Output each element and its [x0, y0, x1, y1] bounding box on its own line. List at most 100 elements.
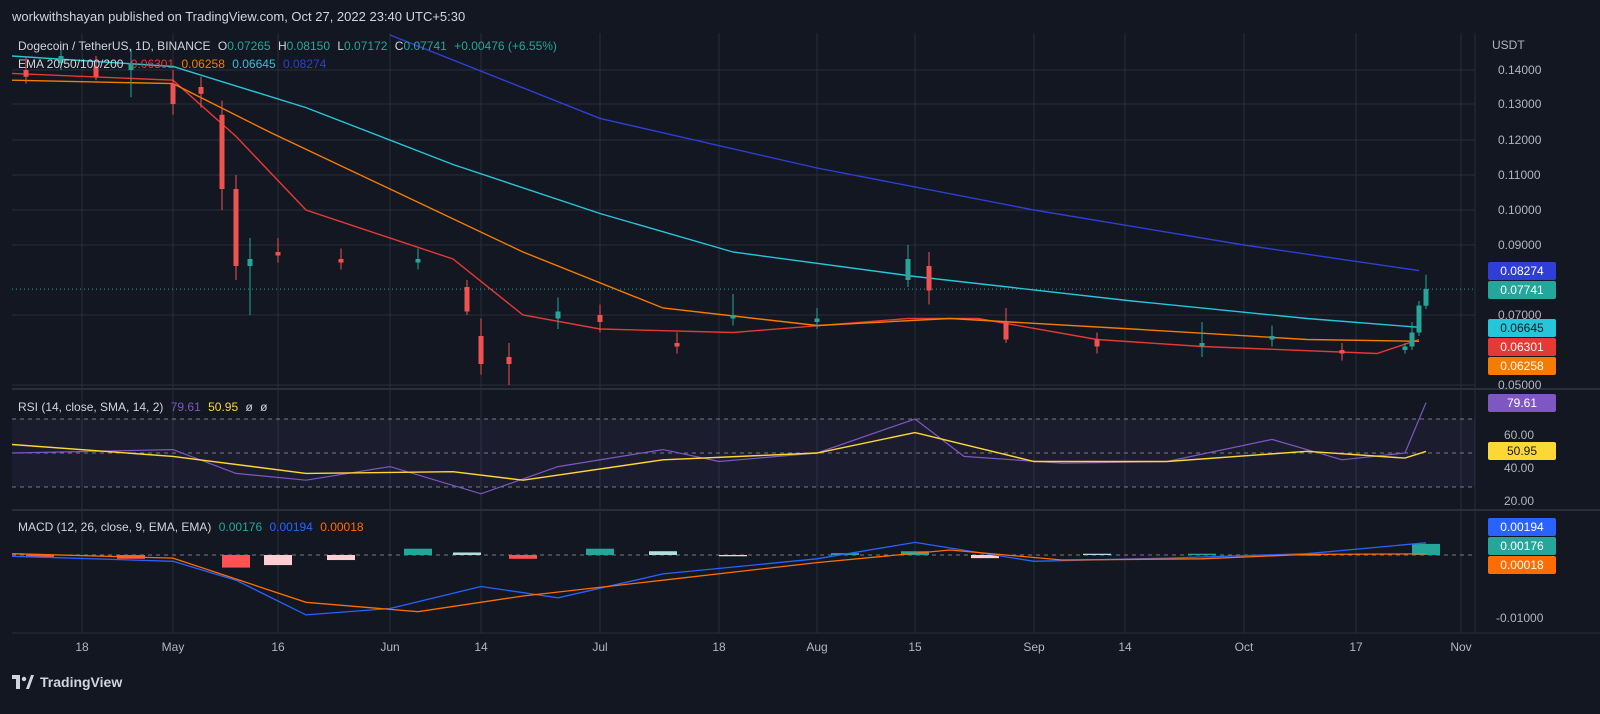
- price-badge: 0.06258: [1500, 359, 1544, 373]
- price-badge: 0.07741: [1500, 283, 1544, 297]
- ema200-value: 0.08274: [282, 57, 327, 71]
- rsi-line: [11, 402, 1427, 495]
- candle-body: [198, 87, 204, 94]
- ema-line-ema20: [11, 72, 1420, 355]
- time-tick-label: Oct: [1235, 640, 1254, 654]
- candle-body: [338, 259, 344, 263]
- macd-histogram-bar: [26, 555, 54, 558]
- candle-body: [555, 311, 561, 319]
- footer-bar: TradingView: [0, 660, 1600, 714]
- ema-line-ema100: [11, 55, 1420, 328]
- candle-body: [1402, 346, 1408, 350]
- ema100-value: 0.06645: [232, 57, 276, 71]
- price-tick-label: 0.07000: [1498, 308, 1542, 322]
- candle-body: [128, 63, 134, 70]
- candle-body: [93, 66, 99, 77]
- candle-body: [219, 114, 225, 189]
- price-tick-label: 0.11000: [1498, 168, 1541, 182]
- price-legend: Dogecoin / TetherUS, 1D, BINANCE O0.0726…: [18, 39, 561, 53]
- macd-histogram-bar: [1083, 553, 1111, 555]
- macd-histogram-bar: [719, 555, 747, 557]
- macd-signal-value: 0.00018: [320, 520, 364, 534]
- candle-body: [674, 343, 680, 347]
- candlestick-series[interactable]: [23, 49, 1429, 385]
- chart-area[interactable]: USDT 0.14000 0.13000 0.12000 0.11000 0.10000 0…: [11, 33, 1600, 660]
- candle-body: [415, 259, 421, 263]
- rsi-legend: RSI (14, close, SMA, 14, 2) 79.61 50.95 …: [18, 400, 272, 414]
- tradingview-logo-icon: [12, 675, 34, 689]
- rsi-badge: 50.95: [1507, 444, 1537, 458]
- time-tick-label: Nov: [1450, 640, 1471, 654]
- macd-badge: 0.00194: [1500, 520, 1544, 534]
- rsi-tick-label: 20.00: [1504, 494, 1534, 508]
- candle-body: [233, 189, 239, 266]
- rsi-ma-line: [11, 431, 1427, 481]
- macd-histogram-bar: [264, 555, 292, 566]
- price-badge: 0.06301: [1500, 340, 1544, 354]
- low-value: 0.07172: [344, 39, 388, 53]
- ema-legend-label[interactable]: EMA 20/50/100/200: [18, 57, 124, 71]
- brand-name: TradingView: [40, 674, 123, 690]
- time-tick-label: Jul: [592, 640, 607, 654]
- close-label: C: [394, 39, 404, 53]
- price-badge-bg: [1488, 262, 1556, 280]
- candle-body: [1269, 336, 1275, 340]
- rsi-badge-bg: [1488, 442, 1556, 460]
- candle-body: [247, 259, 253, 266]
- candle-body: [597, 315, 603, 322]
- macd-pane[interactable]: [11, 541, 1475, 616]
- macd-signal-line: [11, 549, 1427, 613]
- macd-histogram-bar: [453, 552, 481, 555]
- time-tick-label: May: [162, 640, 185, 654]
- rsi-legend-label[interactable]: RSI (14, close, SMA, 14, 2): [18, 400, 164, 414]
- macd-histogram-bar: [971, 555, 999, 559]
- macd-badge: 0.00018: [1500, 558, 1544, 572]
- candle-body: [1416, 305, 1422, 333]
- time-tick-label: 14: [1118, 640, 1132, 654]
- candle-body: [275, 252, 281, 256]
- price-badges: 0.08274 0.07741 0.06645 0.06301 0.06258 79.61…: [1488, 262, 1556, 574]
- candle-body: [1423, 289, 1429, 306]
- price-badge-bg: [1488, 357, 1556, 375]
- macd-legend: MACD (12, 26, close, 9, EMA, EMA) 0.0017…: [18, 520, 368, 534]
- macd-histogram-bar: [327, 555, 355, 561]
- rsi-extra-1: ø: [245, 400, 253, 414]
- time-tick-label: 18: [712, 640, 726, 654]
- chart-background: [12, 33, 1600, 660]
- macd-badge-bg: [1488, 537, 1556, 555]
- candle-body: [814, 318, 820, 322]
- tradingview-brand[interactable]: TradingView: [12, 674, 122, 690]
- price-unit-label: USDT: [1492, 38, 1525, 52]
- rsi-pane[interactable]: [11, 402, 1475, 495]
- candle-body: [1003, 322, 1009, 340]
- open-label: O: [217, 39, 228, 53]
- candle-body: [464, 287, 470, 312]
- macd-badge-bg: [1488, 518, 1556, 536]
- time-tick-label: 16: [271, 640, 285, 654]
- price-badge-bg: [1488, 338, 1556, 356]
- publisher-bar: workwithshayan published on TradingView.…: [0, 0, 1600, 33]
- chart-svg[interactable]: USDT 0.14000 0.13000 0.12000 0.11000 0.10000 0…: [11, 33, 1600, 660]
- high-value: 0.08150: [286, 39, 331, 53]
- candle-body: [730, 315, 736, 319]
- time-tick-label: 14: [474, 640, 488, 654]
- change-value: +0.00476 (+6.55%): [454, 39, 557, 53]
- candle-body: [58, 56, 64, 63]
- candle-body: [1094, 339, 1100, 347]
- macd-histogram-bar: [1188, 553, 1216, 555]
- symbol-label[interactable]: Dogecoin / TetherUS, 1D, BINANCE: [18, 39, 211, 53]
- ema20-value: 0.06301: [130, 57, 175, 71]
- time-tick-label: 15: [908, 640, 922, 654]
- macd-histogram-bar: [404, 548, 432, 555]
- rsi-value: 79.61: [170, 400, 201, 414]
- time-tick-label: Jun: [380, 640, 399, 654]
- price-badge: 0.06645: [1500, 321, 1544, 335]
- macd-legend-label[interactable]: MACD (12, 26, close, 9, EMA, EMA): [18, 520, 212, 534]
- candle-body: [1409, 332, 1415, 347]
- rsi-badge-bg: [1488, 394, 1556, 412]
- macd-histogram-bar: [586, 548, 614, 555]
- candle-body: [1199, 343, 1205, 347]
- rsi-ma-value: 50.95: [208, 400, 239, 414]
- open-value: 0.07265: [227, 39, 271, 53]
- time-tick-label: 18: [75, 640, 89, 654]
